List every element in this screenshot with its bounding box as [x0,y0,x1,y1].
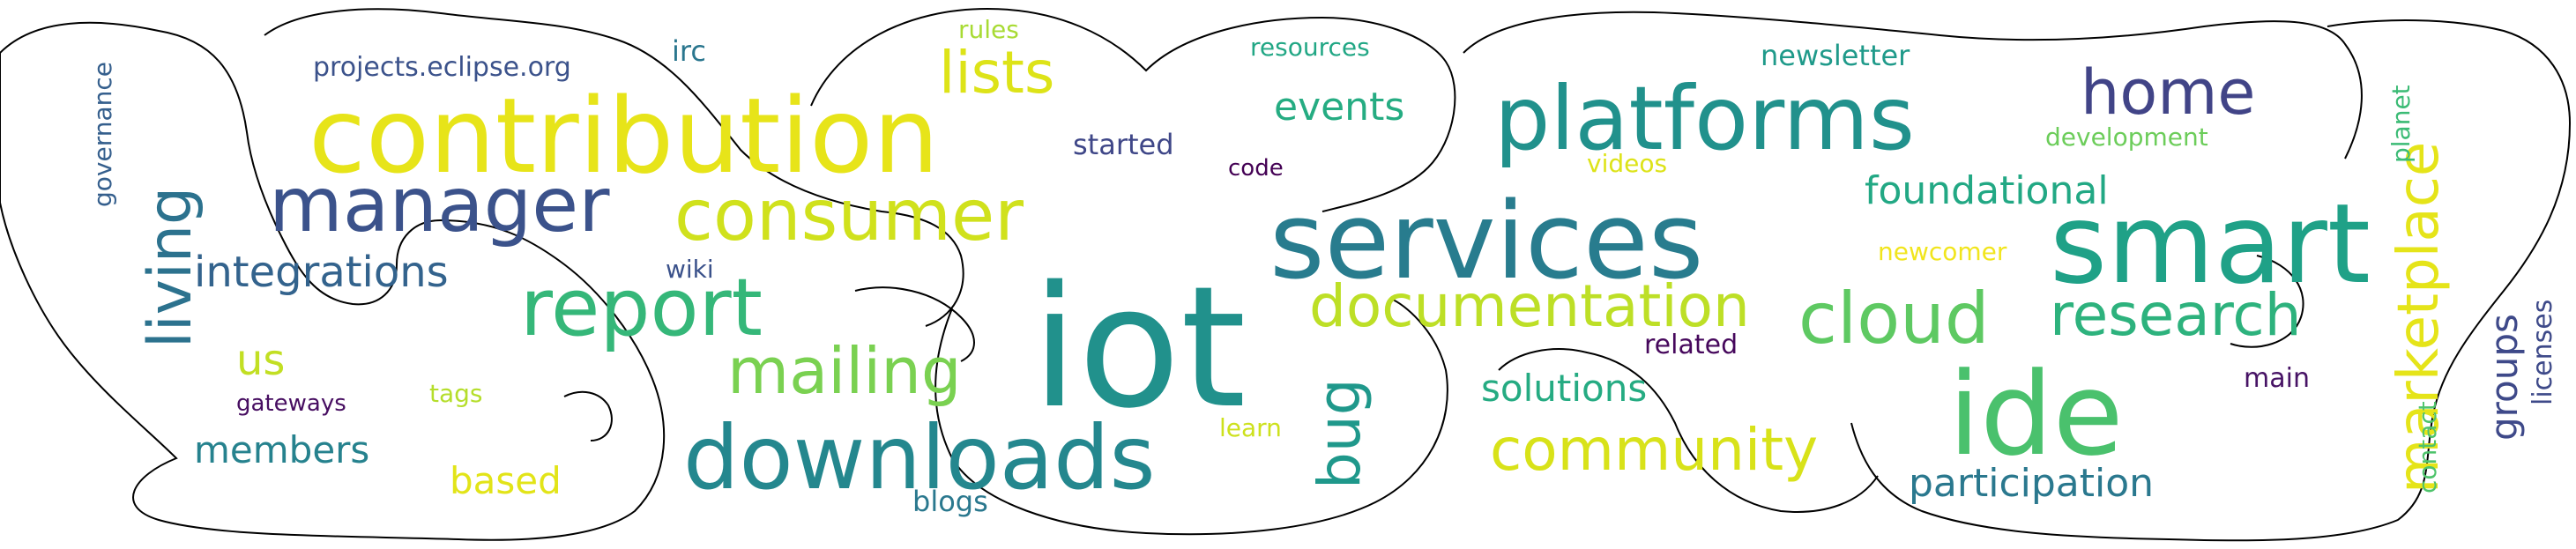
word-learn: learn [1219,413,1282,442]
word-wiki: wiki [666,255,714,284]
word-code: code [1228,155,1284,182]
word-community: community [1490,416,1819,484]
word-development: development [2045,122,2208,152]
word-bug: bug [1306,378,1374,489]
word-rules: rules [958,15,1019,44]
word-consumer: consumer [674,174,1024,256]
word-tags: tags [429,379,483,408]
word-related: related [1644,330,1738,360]
word-report: report [520,262,763,354]
word-gateways: gateways [236,390,346,417]
word-main: main [2244,363,2310,394]
word-downloads: downloads [683,406,1156,509]
word-manager: manager [269,161,610,249]
outline-left-blob [0,21,666,541]
word-projects-eclipse-org: projects.eclipse.org [313,52,571,83]
word-videos: videos [1587,149,1668,178]
outline-right-inner-arc [2230,255,2304,348]
word-foundational: foundational [1865,168,2109,213]
word-members: members [194,428,370,471]
outline-top-bump [264,8,964,327]
outline-inner-curve-small [563,390,613,441]
word-contribution: contribution [309,75,940,197]
word-blogs: blogs [912,485,988,518]
word-resources: resources [1250,33,1370,62]
word-planet: planet [2386,85,2416,163]
word-governance: governance [88,62,117,207]
word-cloud: cloud [1798,278,1990,360]
word-started: started [1073,128,1174,161]
outline-inner-channel [1498,348,1879,513]
word-contact: contact [2413,401,2442,493]
word-solutions: solutions [1481,367,1648,410]
word-lists: lists [939,39,1055,107]
word-services: services [1269,181,1704,303]
word-integrations: integrations [194,248,449,297]
word-based: based [450,459,562,502]
word-participation: participation [1909,461,2155,506]
word-platforms: platforms [1494,67,1916,170]
outline-inner-curve-left [854,286,975,362]
word-ide: ide [1948,347,2124,481]
word-mailing: living [136,186,205,348]
word-groups: groups [2483,314,2526,441]
word-research: research [2050,281,2302,349]
word-us: us [236,336,286,385]
word-licenses: licenses [2528,299,2558,405]
word-home: home [2081,56,2256,129]
outline-right-blob [1850,19,2572,542]
word-smart: smart [2050,181,2371,308]
word-irc: irc [672,34,706,68]
word-newcomer: newcomer [1878,237,2007,266]
outline-bottom-middle [934,299,1448,536]
outline-center-bump [810,7,1456,212]
word-living: mailing [727,334,962,408]
word-events: events [1274,85,1405,130]
word-newsletter: newsletter [1761,39,1910,72]
outline-right-top [1463,11,2363,160]
word-documentation: documentation [1309,272,1750,340]
word-iot: iot [1031,250,1247,445]
